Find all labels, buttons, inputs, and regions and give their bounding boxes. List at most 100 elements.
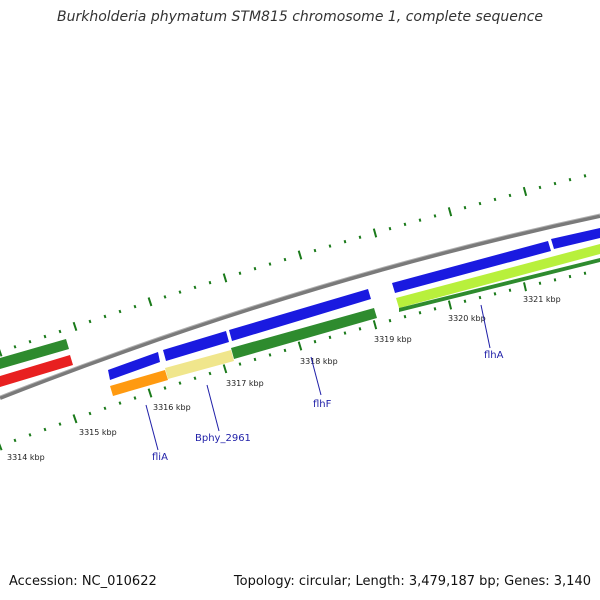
scale-label: 3314 kbp	[7, 453, 45, 462]
gene-label-bphy-2961[interactable]: Bphy_2961	[195, 433, 251, 444]
minor-tick	[553, 278, 557, 282]
backbone-ring-highlight	[0, 213, 600, 397]
label-leaders	[145, 304, 491, 451]
minor-tick	[208, 371, 212, 376]
scale-label: 3315 kbp	[79, 428, 117, 437]
minor-tick	[463, 299, 467, 303]
minor-tick	[493, 197, 497, 202]
gene-label-flha[interactable]: flhA	[484, 350, 504, 361]
minor-tick	[343, 239, 347, 244]
major-tick	[72, 321, 78, 332]
minor-tick	[28, 339, 32, 344]
gene-label-flia[interactable]: fliA	[152, 452, 168, 463]
gene-feature-green[interactable]	[399, 258, 600, 312]
major-tick	[447, 300, 453, 310]
gene-feature-blue[interactable]	[108, 352, 160, 380]
minor-tick	[343, 331, 347, 335]
minor-tick	[133, 304, 137, 309]
minor-tick	[58, 422, 62, 426]
minor-tick	[118, 309, 122, 314]
major-tick	[0, 443, 3, 451]
minor-tick	[58, 329, 62, 334]
gene-feature-lightgreen[interactable]	[396, 244, 600, 308]
minor-tick	[283, 348, 287, 353]
minor-tick	[28, 433, 32, 437]
minor-tick	[193, 285, 197, 290]
minor-tick	[13, 438, 17, 443]
minor-tick	[478, 201, 482, 206]
major-tick	[297, 250, 303, 260]
minor-tick	[358, 327, 362, 331]
gene-feature-orange[interactable]	[110, 370, 168, 396]
minor-tick	[478, 295, 482, 300]
minor-tick	[568, 274, 572, 279]
major-tick	[147, 388, 153, 398]
minor-tick	[433, 214, 437, 218]
gene-feature-green[interactable]	[231, 308, 377, 359]
minor-tick	[418, 311, 422, 315]
minor-tick	[403, 314, 407, 319]
scale-label: 3317 kbp	[226, 379, 264, 388]
gene-feature-blue[interactable]	[163, 331, 229, 361]
minor-tick	[268, 262, 272, 266]
scale-label: 3319 kbp	[374, 335, 412, 344]
reverse-strand-features	[0, 244, 600, 396]
gene-feature-blue[interactable]	[229, 289, 371, 341]
map-title: Burkholderia phymatum STM815 chromosome …	[56, 9, 543, 25]
minor-tick	[433, 307, 437, 311]
minor-tick	[283, 257, 287, 262]
minor-tick	[463, 205, 467, 210]
backbone-ring	[0, 214, 600, 400]
major-tick	[523, 282, 527, 292]
minor-tick	[313, 248, 317, 253]
major-tick	[222, 273, 228, 283]
minor-tick	[178, 381, 182, 385]
minor-tick	[418, 218, 422, 222]
minor-tick	[553, 181, 557, 186]
summary-label: Topology: circular; Length: 3,479,187 bp…	[233, 574, 591, 589]
outer-tick-ring	[0, 174, 587, 357]
minor-tick	[178, 290, 182, 294]
minor-tick	[88, 319, 92, 324]
gene-feature-khaki[interactable]	[165, 350, 234, 379]
major-tick	[447, 207, 453, 217]
gene-feature-red[interactable]	[0, 355, 73, 387]
minor-tick	[328, 335, 332, 340]
minor-tick	[163, 295, 167, 299]
minor-tick	[208, 280, 212, 285]
gene-feature-blue[interactable]	[551, 228, 600, 249]
minor-tick	[508, 288, 512, 292]
major-tick	[297, 341, 303, 351]
minor-tick	[388, 318, 392, 323]
major-tick	[0, 348, 3, 357]
minor-tick	[538, 185, 542, 190]
minor-tick	[193, 376, 197, 381]
minor-tick	[253, 357, 257, 362]
gene-labels: fliA Bphy_2961 flhF flhA	[152, 350, 504, 463]
gene-feature-green[interactable]	[0, 339, 69, 369]
forward-strand-features	[108, 228, 600, 380]
major-tick	[372, 320, 378, 330]
minor-tick	[13, 345, 17, 349]
minor-tick	[43, 334, 47, 339]
minor-tick	[43, 427, 47, 432]
major-tick	[147, 297, 153, 307]
minor-tick	[103, 314, 107, 319]
major-tick	[522, 186, 528, 197]
minor-tick	[163, 386, 167, 390]
minor-tick	[583, 271, 587, 275]
scale-label: 3316 kbp	[153, 403, 191, 412]
minor-tick	[238, 271, 242, 275]
minor-tick	[268, 353, 272, 357]
minor-tick	[238, 362, 242, 366]
gene-label-flhf[interactable]: flhF	[313, 399, 332, 410]
minor-tick	[133, 396, 137, 400]
minor-tick	[313, 339, 317, 344]
minor-tick	[88, 411, 92, 416]
scale-label: 3320 kbp	[448, 314, 486, 323]
scale-label: 3321 kbp	[523, 295, 561, 304]
gene-feature-blue[interactable]	[392, 241, 551, 293]
minor-tick	[388, 226, 392, 231]
